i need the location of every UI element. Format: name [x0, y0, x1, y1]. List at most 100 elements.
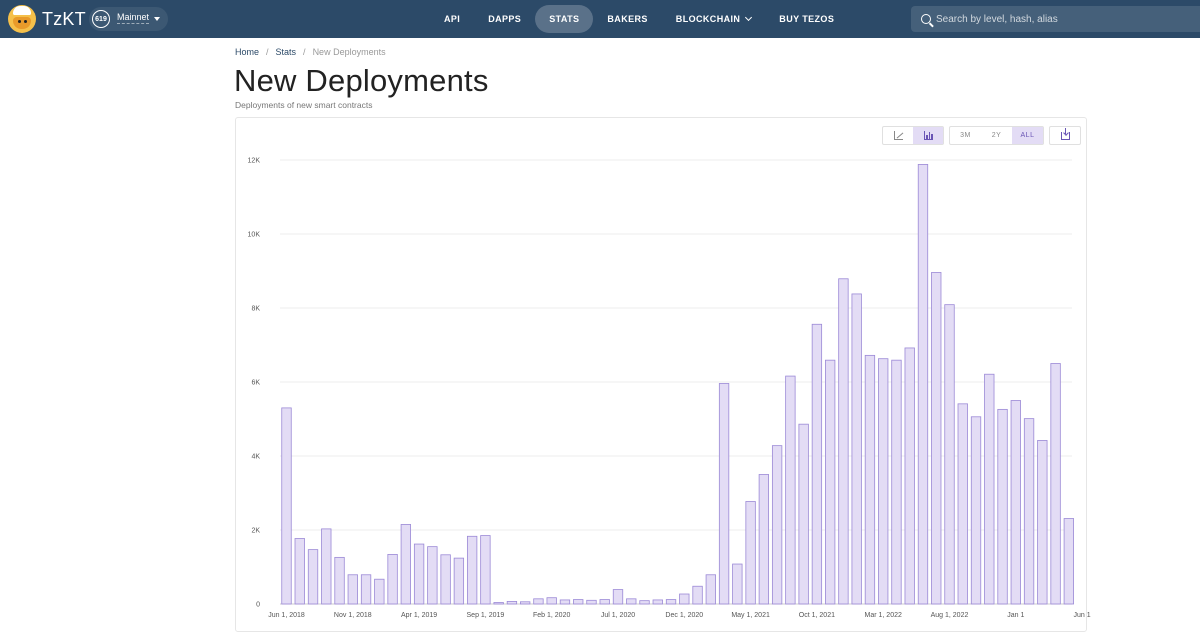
- chart-bar[interactable]: [586, 599, 597, 605]
- chart-bar[interactable]: [1050, 363, 1061, 605]
- chart-bar[interactable]: [546, 597, 557, 605]
- chart-bar[interactable]: [1010, 400, 1021, 605]
- x-tick-label: Apr 1, 2019: [401, 612, 437, 619]
- chart-bar[interactable]: [984, 373, 995, 605]
- chart-bar[interactable]: [705, 574, 716, 605]
- bar-chart-icon: [923, 131, 933, 140]
- x-tick-label: Jan 1: [1007, 612, 1024, 619]
- chart-bar[interactable]: [294, 538, 305, 605]
- deployments-bar-chart: 0 2K 4K 6K 8K 10K 12K Jun 1, 2018 Nov 1, 2018 Ap…: [248, 158, 1091, 620]
- x-tick-label: Jun 1, 2018: [268, 612, 305, 619]
- chart-bar[interactable]: [798, 423, 809, 605]
- chart-bar[interactable]: [957, 403, 968, 605]
- y-tick-label: 6K: [251, 380, 260, 387]
- chart-bar[interactable]: [281, 407, 292, 605]
- top-navbar: TzKT 619 Mainnet API DAPPS STATS BAKERS …: [0, 0, 1200, 38]
- chart-bar[interactable]: [838, 278, 849, 605]
- chart-bar[interactable]: [891, 359, 902, 605]
- y-tick-label: 10K: [248, 232, 261, 239]
- bar-chart-button[interactable]: [913, 127, 943, 144]
- chart-bar[interactable]: [732, 563, 743, 605]
- nav-blockchain[interactable]: BLOCKCHAIN: [662, 5, 766, 33]
- breadcrumb-home[interactable]: Home: [235, 47, 260, 57]
- chart-bar[interactable]: [374, 578, 385, 605]
- chart-bar[interactable]: [387, 554, 398, 605]
- chart-bars: [281, 164, 1074, 605]
- x-tick-label: Feb 1, 2020: [533, 612, 570, 619]
- line-chart-icon: [893, 131, 903, 140]
- range-group: 3M 2Y ALL: [949, 126, 1044, 145]
- chart-bar[interactable]: [639, 600, 650, 605]
- chart-bar[interactable]: [931, 272, 942, 605]
- chart-bar[interactable]: [652, 599, 663, 605]
- breadcrumb-separator: /: [266, 47, 269, 57]
- chart-bar[interactable]: [493, 602, 504, 605]
- chart-bar[interactable]: [970, 416, 982, 605]
- chart-bar[interactable]: [360, 574, 372, 605]
- breadcrumb-current: New Deployments: [312, 47, 386, 57]
- chart-bar[interactable]: [599, 599, 610, 605]
- chart-bar[interactable]: [413, 543, 425, 605]
- chart-bar[interactable]: [440, 554, 451, 605]
- chart-bar[interactable]: [665, 599, 677, 605]
- search-input[interactable]: [936, 13, 1176, 25]
- nav-dapps[interactable]: DAPPS: [488, 14, 522, 24]
- chart-bar[interactable]: [771, 445, 783, 605]
- chart-bar[interactable]: [917, 164, 929, 605]
- chart-bar[interactable]: [559, 599, 571, 605]
- chart-bar[interactable]: [811, 323, 823, 605]
- chart-bar[interactable]: [626, 598, 637, 605]
- nav-stats[interactable]: STATS: [535, 5, 594, 33]
- chart-bar[interactable]: [679, 593, 690, 605]
- chart-bar[interactable]: [878, 358, 889, 605]
- caret-down-icon: [154, 17, 161, 21]
- chart-bar[interactable]: [851, 293, 862, 605]
- chart-bar[interactable]: [785, 375, 796, 605]
- y-tick-label: 8K: [251, 306, 260, 313]
- breadcrumb-stats[interactable]: Stats: [275, 47, 297, 57]
- chart-bar[interactable]: [400, 524, 411, 605]
- chart-bar[interactable]: [718, 383, 730, 605]
- x-tick-label: May 1, 2021: [731, 612, 770, 619]
- range-2y-button[interactable]: 2Y: [991, 132, 1002, 139]
- chart-bar[interactable]: [1023, 418, 1035, 605]
- chart-bar[interactable]: [692, 585, 703, 605]
- chart-bar[interactable]: [1063, 518, 1074, 605]
- x-tick-label: Sep 1, 2019: [467, 612, 505, 619]
- chart-bar[interactable]: [612, 589, 624, 605]
- chart-bar[interactable]: [307, 549, 319, 605]
- chart-bar[interactable]: [825, 359, 836, 605]
- chart-bar[interactable]: [944, 304, 955, 605]
- nav-buy-tezos[interactable]: BUY TEZOS: [779, 14, 835, 24]
- search-icon: [921, 14, 931, 24]
- chart-bar[interactable]: [480, 535, 491, 605]
- chart-bar[interactable]: [466, 535, 478, 605]
- chart-bar[interactable]: [745, 501, 756, 605]
- y-axis-ticks: 0 2K 4K 6K 8K 10K 12K: [248, 158, 261, 609]
- chart-bar[interactable]: [864, 354, 876, 605]
- chart-bar[interactable]: [453, 557, 465, 605]
- chart-bar[interactable]: [347, 574, 358, 605]
- nav-bakers[interactable]: BAKERS: [607, 14, 648, 24]
- chart-type-group: [882, 126, 944, 145]
- chart-bar[interactable]: [506, 601, 518, 605]
- chart-bar[interactable]: [321, 528, 332, 605]
- chart-bar[interactable]: [997, 408, 1008, 605]
- chart-bar[interactable]: [1037, 440, 1048, 605]
- chart-bar[interactable]: [334, 556, 345, 605]
- x-tick-label: Mar 1, 2022: [865, 612, 902, 619]
- download-button[interactable]: [1050, 127, 1080, 144]
- range-3m-button[interactable]: 3M: [960, 132, 971, 139]
- brand-logo-link[interactable]: TzKT: [8, 5, 86, 33]
- range-all-button[interactable]: ALL: [1012, 127, 1043, 144]
- chart-bar[interactable]: [573, 599, 584, 605]
- network-selector[interactable]: 619 Mainnet: [89, 7, 169, 31]
- nav-api[interactable]: API: [444, 14, 461, 24]
- chart-bar[interactable]: [904, 347, 915, 605]
- chart-bar[interactable]: [520, 601, 531, 605]
- chart-bar[interactable]: [533, 598, 544, 605]
- chart-bar[interactable]: [758, 474, 770, 605]
- chart-bar[interactable]: [427, 546, 438, 605]
- breadcrumb-separator: /: [303, 47, 306, 57]
- line-chart-button[interactable]: [883, 127, 913, 144]
